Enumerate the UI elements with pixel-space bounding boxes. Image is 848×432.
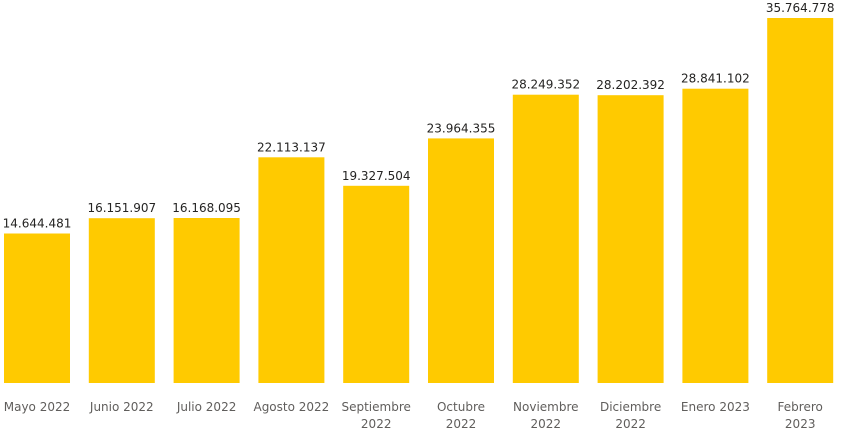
data-label-9: 35.764.778 — [766, 1, 835, 15]
data-label-6: 28.249.352 — [511, 78, 580, 92]
bar-1[interactable] — [88, 218, 155, 383]
x-axis-tick-labels: Mayo 2022 Junio 2022 Julio 2022 Agosto 2022… — [4, 400, 823, 431]
bar-8[interactable] — [682, 88, 749, 383]
bar-4[interactable] — [343, 185, 410, 383]
bar-6[interactable] — [512, 94, 579, 383]
bars-group — [4, 18, 834, 384]
bar-5[interactable] — [428, 138, 494, 383]
data-label-8: 28.841.102 — [681, 72, 750, 86]
bar-2[interactable] — [173, 218, 240, 383]
x-tick-label-6: Noviembre 2022 — [513, 400, 579, 431]
bar-0[interactable] — [4, 233, 70, 384]
x-tick-label-3: Agosto 2022 — [253, 400, 329, 414]
bar-9[interactable] — [767, 18, 834, 383]
x-tick-label-1: Junio 2022 — [89, 400, 154, 414]
x-tick-label-4: Septiembre 2022 — [341, 400, 410, 431]
x-tick-label-5: Octubre 2022 — [437, 400, 485, 431]
data-label-1: 16.151.907 — [87, 201, 156, 215]
data-label-4: 19.327.504 — [342, 169, 411, 183]
x-tick-label-9: Febrero 2023 — [778, 400, 823, 431]
x-tick-label-7: Diciembre 2022 — [600, 400, 661, 431]
bar-3[interactable] — [258, 157, 325, 383]
x-tick-label-0: Mayo 2022 — [4, 400, 71, 414]
data-label-7: 28.202.392 — [596, 78, 665, 92]
x-tick-label-8: Enero 2023 — [681, 400, 750, 414]
data-label-0: 14.644.481 — [3, 217, 72, 231]
data-label-2: 16.168.095 — [172, 201, 241, 215]
data-label-3: 22.113.137 — [257, 140, 326, 154]
bar-7[interactable] — [597, 95, 664, 383]
data-label-5: 23.964.355 — [427, 121, 496, 135]
x-tick-label-2: Julio 2022 — [176, 400, 237, 414]
value-labels-group: 14.644.481 16.151.907 16.168.095 22.113.137… — [3, 1, 835, 231]
